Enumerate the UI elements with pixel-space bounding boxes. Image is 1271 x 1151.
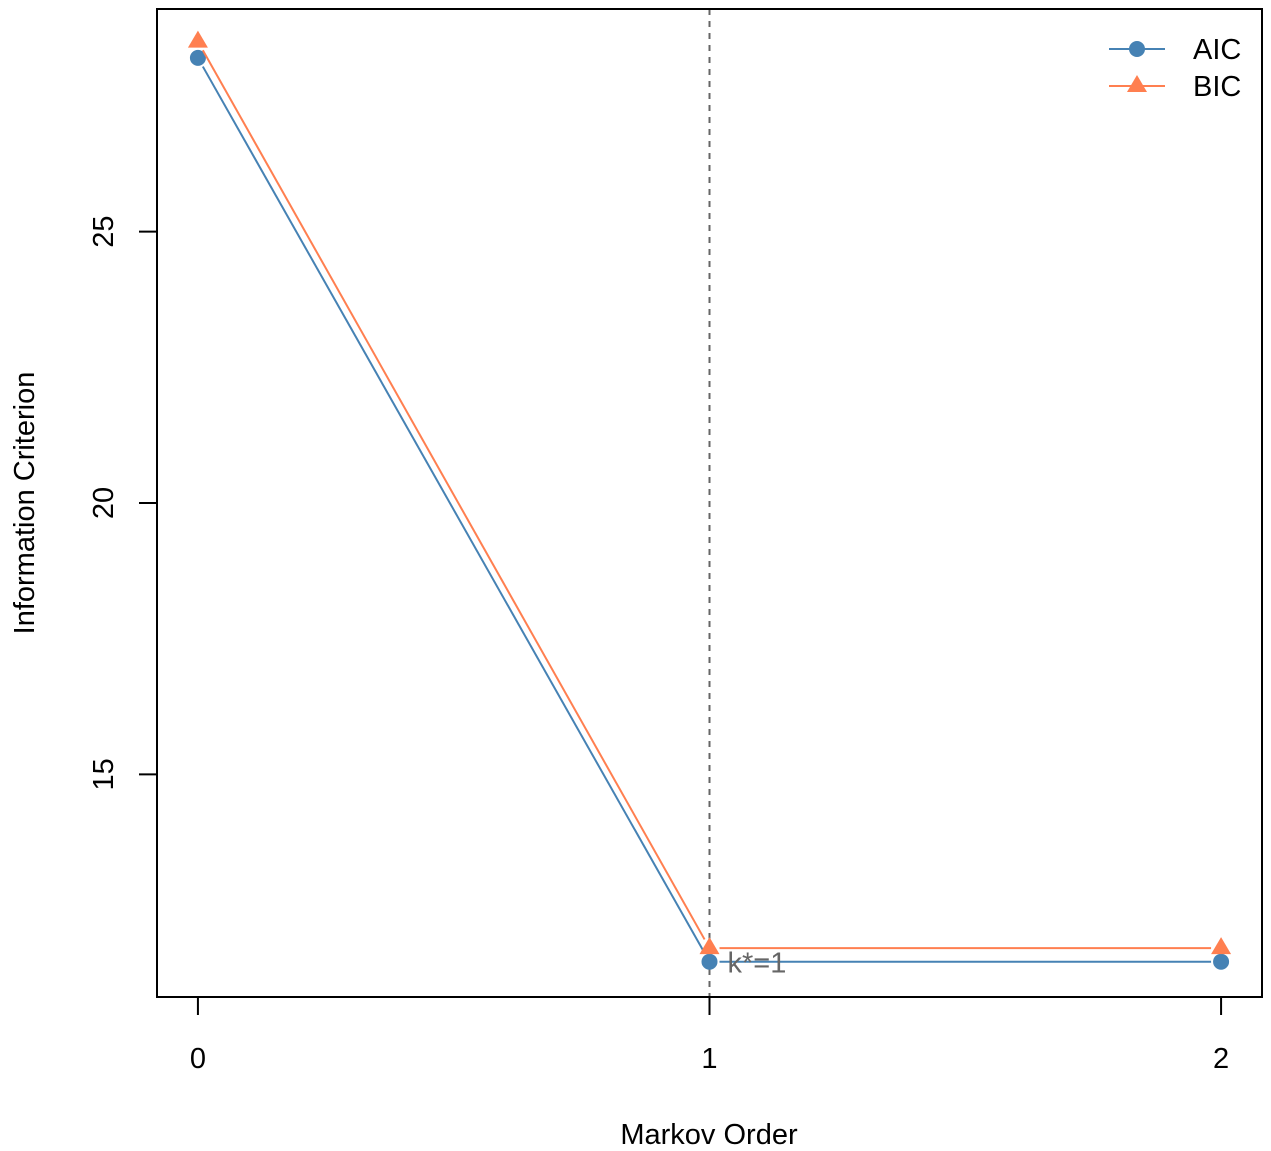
legend: AIC BIC bbox=[1109, 34, 1241, 103]
x-tick-label: 0 bbox=[190, 1043, 206, 1075]
x-axis-label: Markov Order bbox=[620, 1119, 798, 1151]
y-tick-label: 20 bbox=[88, 487, 120, 519]
series-line-bic bbox=[201, 49, 706, 940]
legend-marker-aic bbox=[1129, 41, 1145, 57]
y-tick-label: 15 bbox=[88, 758, 120, 790]
plot-frame bbox=[156, 8, 1263, 998]
data-point-bic bbox=[699, 937, 720, 955]
data-point-bic bbox=[1211, 937, 1232, 955]
y-axis-label: Information Criterion bbox=[9, 372, 41, 635]
data-point-aic bbox=[189, 49, 206, 66]
legend-marker-bic bbox=[1127, 75, 1147, 92]
data-point-aic bbox=[701, 953, 718, 970]
legend-label-aic: AIC bbox=[1193, 34, 1241, 66]
legend-label-bic: BIC bbox=[1193, 71, 1241, 103]
data-point-aic bbox=[1213, 953, 1230, 970]
annotation-label: k*=1 bbox=[728, 948, 787, 980]
y-tick-label: 25 bbox=[88, 215, 120, 247]
x-tick-label: 1 bbox=[701, 1043, 717, 1075]
data-point-bic bbox=[187, 30, 208, 48]
y-axis: 15 20 25 bbox=[88, 215, 157, 791]
series-line-aic bbox=[201, 66, 706, 954]
x-tick-label: 2 bbox=[1213, 1043, 1229, 1075]
series-layer bbox=[187, 30, 1232, 970]
x-axis: 0 1 2 bbox=[190, 997, 1229, 1075]
